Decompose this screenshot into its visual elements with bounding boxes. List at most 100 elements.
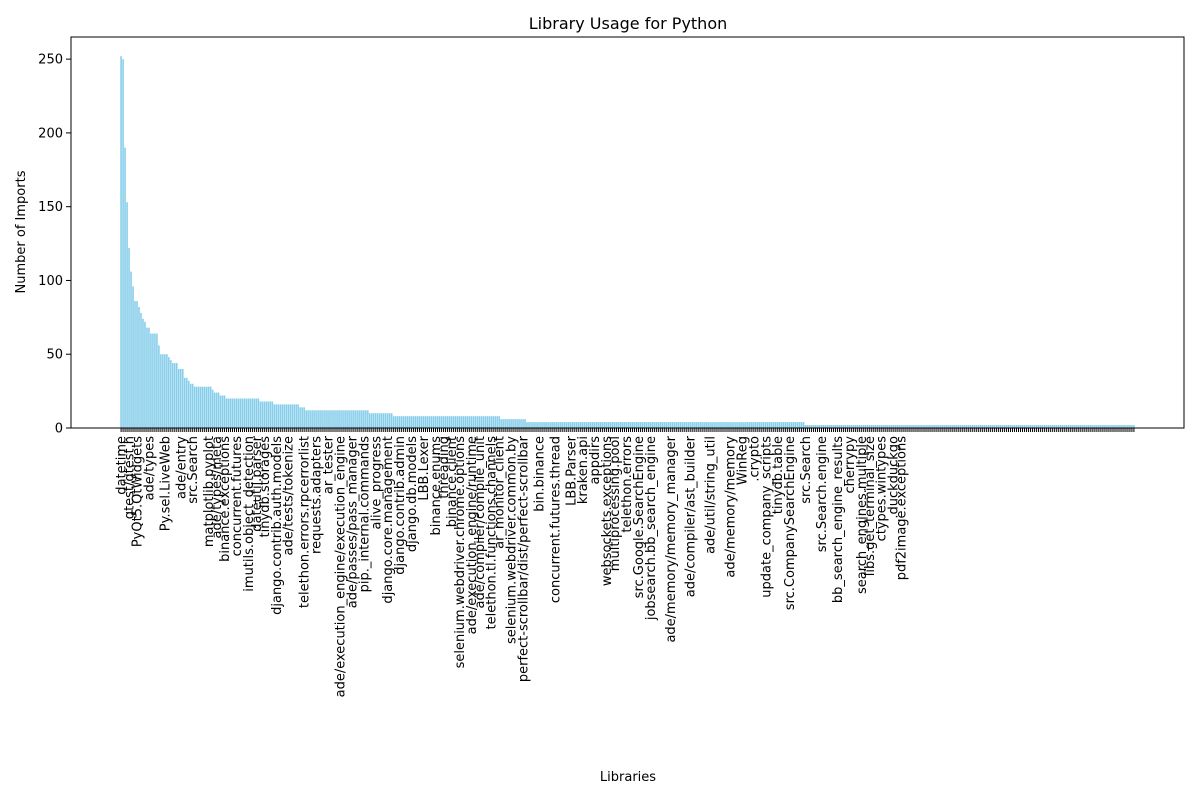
bar	[960, 425, 962, 428]
x-tick-label: ctypes.wintypes	[875, 436, 890, 542]
bar	[207, 386, 210, 428]
bar	[814, 425, 817, 428]
bar	[812, 425, 815, 428]
bar	[273, 404, 276, 428]
bar	[981, 425, 984, 428]
bar	[659, 422, 662, 428]
bar	[301, 407, 303, 428]
x-tick-label: django.core.management	[381, 436, 396, 604]
bar	[852, 425, 855, 428]
bar	[985, 425, 988, 428]
bar	[227, 398, 230, 428]
x-tick-label: dateutil.parser	[250, 435, 265, 531]
x-tick-label: matplotlib.pyplot	[202, 436, 217, 547]
x-tick-label: src.Search.engine	[815, 436, 830, 552]
bar	[860, 425, 863, 428]
bar	[249, 398, 252, 428]
bar	[1049, 425, 1052, 428]
bar	[174, 363, 176, 428]
bar	[255, 398, 258, 428]
x-tick-label: threading	[437, 436, 452, 499]
bar	[776, 422, 779, 428]
bar	[723, 422, 725, 428]
bar	[904, 425, 906, 428]
bar	[665, 422, 668, 428]
bar	[591, 422, 594, 428]
bar	[267, 401, 270, 428]
bar	[410, 416, 413, 428]
x-tick-label: PyQt5.QtWidgets	[131, 436, 146, 547]
x-tick-label: concurrent.futures	[230, 436, 245, 557]
bar	[150, 333, 152, 428]
bar	[707, 422, 709, 428]
bar	[514, 419, 516, 428]
x-tick-label: selenium.webdriver.chrome.options	[453, 436, 468, 669]
bar	[969, 425, 972, 428]
bar	[798, 422, 801, 428]
bar	[585, 422, 588, 428]
x-tick-label: WinReg	[735, 436, 750, 485]
bar	[768, 422, 771, 428]
bar	[1037, 425, 1040, 428]
bar	[333, 410, 335, 428]
bar	[343, 410, 345, 428]
bar	[355, 410, 357, 428]
bar	[948, 425, 950, 428]
bar	[882, 425, 884, 428]
bar	[916, 425, 918, 428]
bar	[952, 425, 954, 428]
bar	[197, 386, 200, 428]
bar	[1087, 425, 1089, 428]
bar	[868, 425, 871, 428]
bar	[490, 416, 492, 428]
bar	[1017, 425, 1020, 428]
bar	[1105, 425, 1107, 428]
x-tick-label: ade/types	[142, 436, 157, 501]
bar	[538, 422, 540, 428]
bar	[995, 425, 998, 428]
bar	[558, 422, 560, 428]
bar	[609, 422, 612, 428]
bar	[522, 419, 524, 428]
x-tick-label: pip._internal.commands	[357, 436, 372, 593]
bar	[780, 422, 783, 428]
bar	[583, 422, 586, 428]
bar	[826, 425, 829, 428]
bar	[361, 410, 363, 428]
x-tick-label: bb_search_engine_results	[831, 436, 846, 603]
bar	[132, 286, 134, 428]
bar	[631, 422, 634, 428]
bar	[667, 422, 670, 428]
bar	[1067, 425, 1070, 428]
bar	[989, 425, 992, 428]
bar	[476, 416, 479, 428]
bar	[611, 422, 614, 428]
x-tick-label: ade/passes/pass_manager	[345, 435, 360, 608]
bar	[579, 422, 582, 428]
bar	[965, 425, 968, 428]
bar	[747, 422, 749, 428]
bar	[1051, 425, 1054, 428]
bar	[430, 416, 433, 428]
bar	[526, 422, 528, 428]
bar	[436, 416, 439, 428]
bar	[822, 425, 825, 428]
x-tick-label: selenium.webdriver.common.by	[505, 436, 520, 644]
bar	[534, 422, 536, 428]
bar	[285, 404, 288, 428]
bar	[426, 416, 429, 428]
bar	[291, 404, 294, 428]
bar	[339, 410, 341, 428]
x-tick-label: django.contrib.admin	[393, 436, 408, 575]
bar	[920, 425, 922, 428]
bar	[386, 413, 389, 428]
bar	[223, 395, 226, 428]
bar	[496, 416, 498, 428]
bar	[168, 357, 170, 428]
bar	[745, 422, 747, 428]
bar	[183, 377, 186, 428]
bar	[763, 422, 765, 428]
bar	[1077, 425, 1079, 428]
bar	[162, 354, 164, 428]
bar	[305, 410, 307, 428]
